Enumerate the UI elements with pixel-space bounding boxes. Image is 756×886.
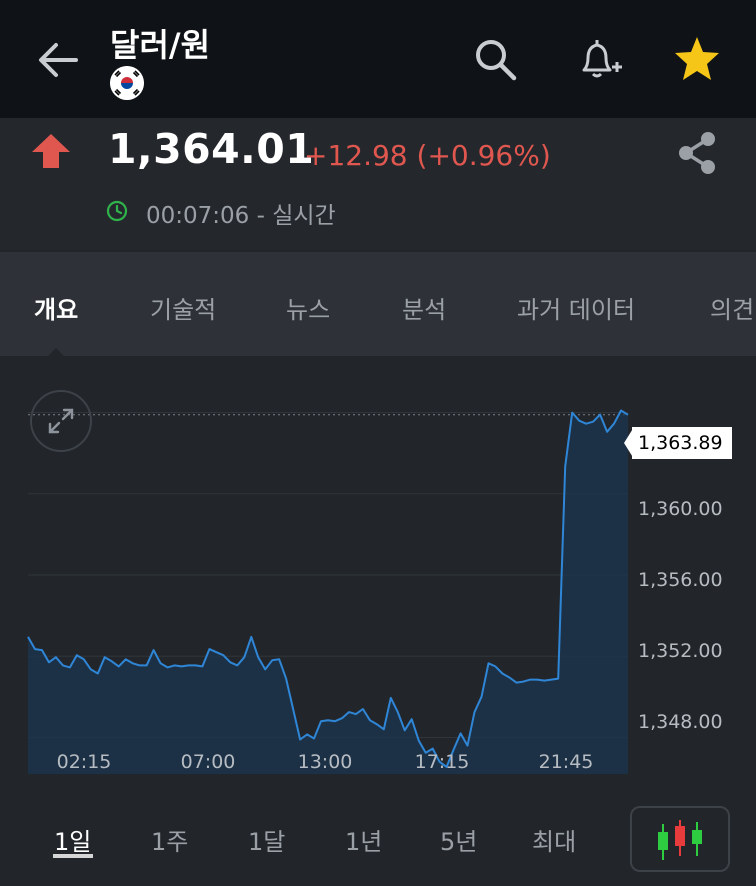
- x-tick-label: 13:00: [297, 751, 353, 773]
- search-icon[interactable]: [470, 34, 520, 84]
- expand-arrows-icon: [48, 408, 74, 434]
- x-tick-label: 07:00: [180, 751, 236, 773]
- y-tick-label: 1,356.00: [638, 569, 723, 591]
- range-1d[interactable]: 1일: [54, 828, 92, 856]
- share-icon[interactable]: [676, 130, 718, 176]
- tab-opinion[interactable]: 의견: [710, 296, 755, 324]
- y-tick-label: 1,348.00: [638, 711, 723, 733]
- y-tick-label: 1,360.00: [638, 498, 723, 520]
- expand-chart-button[interactable]: [30, 390, 92, 452]
- tab-analysis[interactable]: 분석: [402, 296, 447, 324]
- arrow-left-icon[interactable]: [36, 38, 82, 82]
- x-tick-label: 17:15: [414, 751, 470, 773]
- y-tick-label: 1,352.00: [638, 640, 723, 662]
- price-chart[interactable]: [0, 356, 756, 796]
- x-tick-label: 21:45: [538, 751, 594, 773]
- clock-icon: [106, 200, 128, 222]
- star-icon[interactable]: [672, 34, 722, 84]
- price-change: +12.98 (+0.96%): [304, 139, 551, 172]
- price-series-line: [27, 409, 629, 768]
- price-area-fill: [28, 410, 628, 774]
- app-header: 달러/원: [0, 0, 756, 118]
- active-range-indicator: [53, 854, 93, 858]
- current-price: 1,364.01: [108, 125, 315, 173]
- range-max[interactable]: 최대: [532, 828, 577, 856]
- page-title: 달러/원: [110, 26, 211, 64]
- active-tab-indicator: [48, 348, 64, 356]
- south-korea-flag-icon: [110, 66, 144, 100]
- tab-historical-data[interactable]: 과거 데이터: [517, 296, 636, 324]
- quote-panel: [0, 118, 756, 250]
- range-1y[interactable]: 1년: [345, 828, 383, 856]
- tab-news[interactable]: 뉴스: [286, 296, 331, 324]
- quote-timestamp: 00:07:06 - 실시간: [146, 203, 336, 229]
- tab-technical[interactable]: 기술적: [150, 296, 217, 324]
- bell-plus-icon[interactable]: [575, 34, 625, 84]
- up-arrow-icon: [32, 134, 70, 168]
- chart-type-button[interactable]: [630, 806, 730, 872]
- range-1m[interactable]: 1달: [248, 828, 286, 856]
- candlestick-chart-icon: [658, 820, 702, 860]
- tab-overview[interactable]: 개요: [34, 296, 79, 324]
- range-1w[interactable]: 1주: [151, 828, 189, 856]
- range-5y[interactable]: 5년: [440, 828, 478, 856]
- x-tick-label: 02:15: [56, 751, 112, 773]
- section-tabs: 개요 기술적 뉴스 분석 과거 데이터 의견: [0, 252, 756, 356]
- current-price-label: 1,363.89: [632, 427, 732, 459]
- current-price-pointer: [624, 427, 634, 459]
